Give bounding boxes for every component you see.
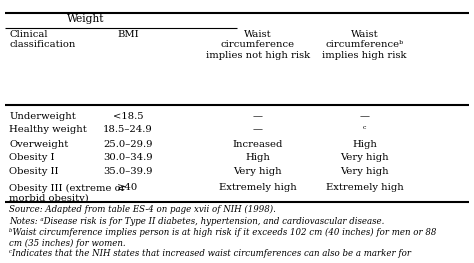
- Text: Extremely high: Extremely high: [219, 184, 297, 193]
- Text: Obesity II: Obesity II: [9, 167, 59, 176]
- Text: Very high: Very high: [340, 153, 389, 162]
- Text: 35.0–39.9: 35.0–39.9: [103, 167, 153, 176]
- Text: Very high: Very high: [340, 167, 389, 176]
- Text: Source: Adapted from table ES-4 on page xvii of NIH (1998).: Source: Adapted from table ES-4 on page …: [9, 205, 276, 214]
- Text: High: High: [352, 140, 377, 149]
- Text: Increased: Increased: [233, 140, 283, 149]
- Text: Overweight: Overweight: [9, 140, 69, 149]
- Text: <18.5: <18.5: [112, 112, 143, 121]
- Text: Healthy weight: Healthy weight: [9, 125, 87, 134]
- Text: ᶜIndicates that the NIH states that increased waist circumferences can also be a: ᶜIndicates that the NIH states that incr…: [9, 249, 411, 258]
- Text: 30.0–34.9: 30.0–34.9: [103, 153, 153, 162]
- Text: Weight: Weight: [67, 14, 105, 24]
- Text: BMI: BMI: [117, 30, 139, 39]
- Text: Obesity III (extreme or
morbid obesity): Obesity III (extreme or morbid obesity): [9, 184, 126, 204]
- Text: 25.0–29.9: 25.0–29.9: [103, 140, 153, 149]
- Text: 18.5–24.9: 18.5–24.9: [103, 125, 153, 134]
- Text: —: —: [253, 125, 263, 134]
- Text: Notes: ᵃDisease risk is for Type II diabetes, hypertension, and cardiovascular d: Notes: ᵃDisease risk is for Type II diab…: [9, 217, 385, 226]
- Text: ᵇWaist circumference implies person is at high risk if it exceeds 102 cm (40 inc: ᵇWaist circumference implies person is a…: [9, 228, 437, 237]
- Text: ≥40: ≥40: [117, 184, 138, 193]
- Text: Very high: Very high: [234, 167, 282, 176]
- Text: Obesity I: Obesity I: [9, 153, 55, 162]
- Text: Waist
circumferenceᵇ
implies high risk: Waist circumferenceᵇ implies high risk: [322, 30, 407, 60]
- Text: —: —: [253, 112, 263, 121]
- Text: High: High: [246, 153, 270, 162]
- Text: cm (35 inches) for women.: cm (35 inches) for women.: [9, 239, 126, 248]
- Text: Waist
circumference
implies not high risk: Waist circumference implies not high ris…: [206, 30, 310, 60]
- Text: —: —: [360, 112, 370, 121]
- Text: ᶜ: ᶜ: [363, 125, 366, 134]
- Text: Underweight: Underweight: [9, 112, 76, 121]
- Text: Clinical
classification: Clinical classification: [9, 30, 76, 49]
- Text: Extremely high: Extremely high: [326, 184, 404, 193]
